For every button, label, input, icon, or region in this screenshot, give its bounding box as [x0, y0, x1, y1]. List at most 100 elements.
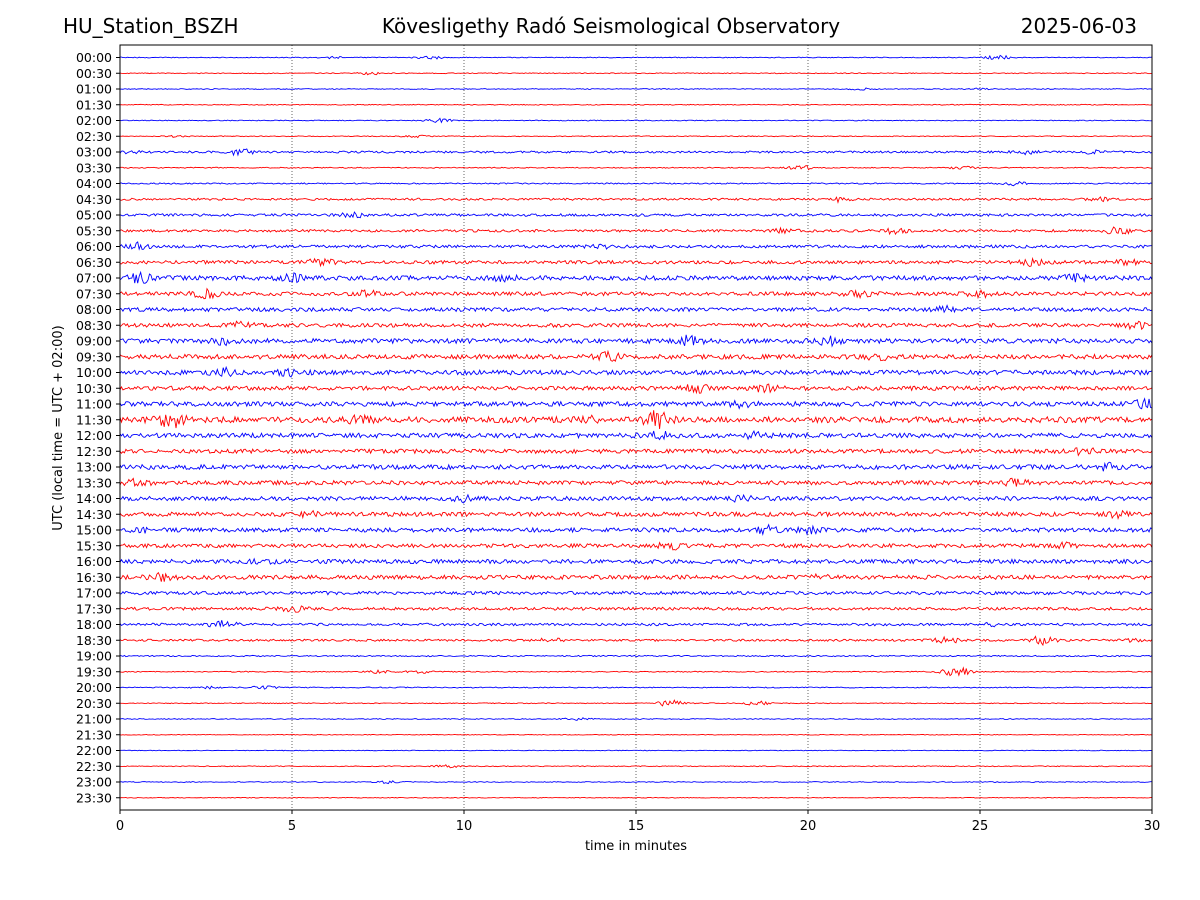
x-tick-label: 10 [456, 819, 473, 834]
y-tick-label: 21:00 [76, 712, 112, 727]
date-label: 2025-06-03 [1020, 14, 1137, 38]
trace-0330 [119, 165, 1153, 171]
trace-1700 [119, 590, 1153, 596]
y-tick-label: 08:30 [76, 318, 112, 333]
trace-0730 [119, 287, 1153, 300]
y-tick-label: 15:30 [76, 538, 112, 553]
y-tick-label: 18:30 [76, 633, 112, 648]
trace-2330 [119, 796, 1153, 799]
trace-1430 [119, 509, 1153, 521]
y-tick-label: 05:30 [76, 223, 112, 238]
trace-0830 [119, 320, 1153, 331]
y-tick-label: 23:00 [76, 775, 112, 790]
trace-0230 [119, 134, 1153, 139]
y-tick-label: 10:30 [76, 381, 112, 396]
y-tick-label: 05:00 [76, 208, 112, 223]
y-tick-label: 17:00 [76, 586, 112, 601]
trace-0200 [119, 117, 1153, 124]
y-tick-label: 14:00 [76, 491, 112, 506]
x-tick-label: 15 [628, 819, 645, 834]
y-tick-label: 23:30 [76, 790, 112, 805]
trace-2300 [119, 780, 1153, 785]
y-tick-label: 13:30 [76, 475, 112, 490]
y-tick-label: 15:00 [76, 523, 112, 538]
trace-1400 [119, 493, 1153, 504]
trace-0430 [119, 196, 1153, 204]
trace-2100 [119, 717, 1153, 721]
y-tick-label: 21:30 [76, 727, 112, 742]
y-tick-label: 03:30 [76, 160, 112, 175]
y-axis-label: UTC (local time = UTC + 02:00) [51, 325, 66, 530]
y-tick-label: 02:30 [76, 129, 112, 144]
y-tick-label: 16:30 [76, 570, 112, 585]
x-tick-label: 0 [116, 819, 124, 834]
y-tick-label: 19:30 [76, 664, 112, 679]
trace-0000 [119, 54, 1153, 60]
trace-1100 [119, 397, 1153, 410]
trace-2000 [119, 685, 1153, 690]
y-tick-label: 13:00 [76, 460, 112, 475]
trace-0900 [119, 334, 1153, 348]
y-tick-label: 01:00 [76, 82, 112, 97]
y-tick-label: 07:00 [76, 271, 112, 286]
trace-1530 [119, 541, 1153, 551]
y-tick-label: 03:00 [76, 145, 112, 160]
x-axis-label: time in minutes [585, 839, 687, 854]
y-tick-label: 20:30 [76, 696, 112, 711]
y-tick-label: 22:30 [76, 759, 112, 774]
y-tick-label: 20:00 [76, 680, 112, 695]
x-tick-label: 5 [288, 819, 296, 834]
y-tick-label: 19:00 [76, 649, 112, 664]
y-tick-label: 11:30 [76, 412, 112, 427]
y-tick-label: 17:30 [76, 601, 112, 616]
trace-0130 [119, 103, 1153, 106]
trace-0300 [119, 148, 1153, 157]
trace-2130 [119, 733, 1153, 736]
trace-1130 [119, 410, 1153, 430]
trace-1830 [119, 635, 1153, 647]
y-tick-label: 04:00 [76, 176, 112, 191]
y-tick-label: 10:00 [76, 365, 112, 380]
y-tick-label: 16:00 [76, 554, 112, 569]
x-tick-label: 20 [800, 819, 817, 834]
seismic-traces [119, 54, 1153, 799]
x-tick-label: 25 [972, 819, 989, 834]
trace-1300 [119, 461, 1153, 472]
y-tick-label: 06:00 [76, 239, 112, 254]
trace-1930 [119, 666, 1153, 677]
trace-1000 [119, 365, 1153, 378]
y-tick-label: 12:00 [76, 428, 112, 443]
trace-1630 [119, 571, 1153, 582]
trace-0700 [119, 270, 1153, 284]
plot-frame [119, 44, 1153, 811]
trace-1800 [119, 620, 1153, 628]
trace-2200 [119, 749, 1153, 752]
y-tick-label: 11:00 [76, 397, 112, 412]
trace-0500 [119, 211, 1153, 219]
trace-1600 [119, 557, 1153, 565]
y-tick-label: 14:30 [76, 507, 112, 522]
y-tick-label: 09:00 [76, 334, 112, 349]
trace-0600 [119, 241, 1153, 251]
y-tick-label: 09:30 [76, 349, 112, 364]
trace-2030 [119, 699, 1153, 707]
y-tick-label: 22:00 [76, 743, 112, 758]
y-tick-label: 07:30 [76, 286, 112, 301]
y-tick-label: 01:30 [76, 97, 112, 112]
trace-2230 [119, 764, 1153, 769]
trace-0800 [119, 304, 1153, 314]
trace-1900 [119, 654, 1153, 658]
trace-0400 [119, 180, 1153, 187]
trace-1330 [119, 477, 1153, 487]
trace-0530 [119, 226, 1153, 236]
y-tick-label: 06:30 [76, 255, 112, 270]
x-tick-label: 30 [1144, 819, 1161, 834]
y-tick-label: 02:00 [76, 113, 112, 128]
trace-1200 [119, 430, 1153, 441]
y-axis-ticks: 00:0000:3001:0001:3002:0002:3003:0003:30… [76, 50, 120, 805]
y-tick-label: 00:30 [76, 66, 112, 81]
trace-1500 [119, 523, 1153, 536]
y-tick-label: 04:30 [76, 192, 112, 207]
trace-1730 [119, 605, 1153, 613]
